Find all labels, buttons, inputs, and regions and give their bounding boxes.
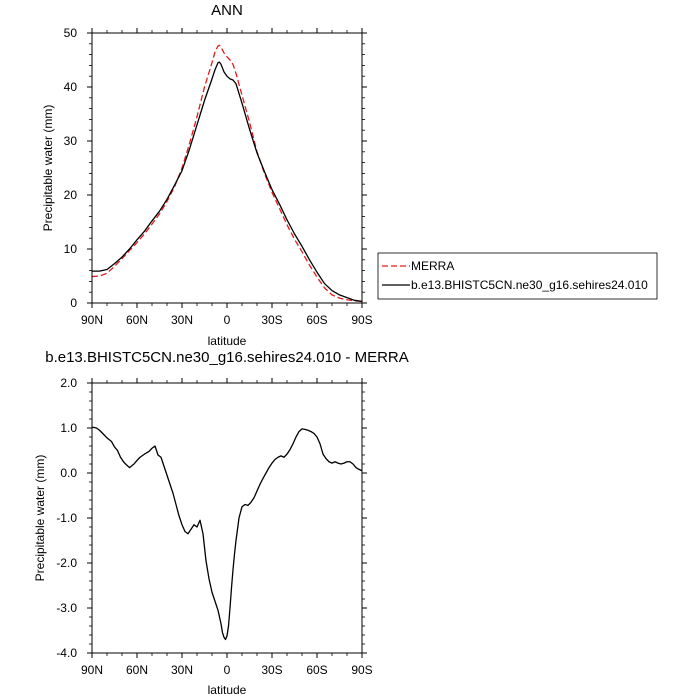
top-y-axis-label: Precipitable water (mm) <box>41 105 55 232</box>
bottom-x-tick-label: 30N <box>171 663 193 677</box>
bottom-y-tick-label: -1.0 <box>56 511 77 525</box>
top-y-ticks: 0 10 20 30 40 50 <box>64 26 367 310</box>
bottom-panel: b.e13.BHISTC5CN.ne30_g16.sehires24.010 -… <box>33 349 409 697</box>
top-y-tick-label: 40 <box>64 80 78 94</box>
bottom-plot-frame <box>91 382 363 654</box>
top-x-tick-label: 30N <box>171 313 193 327</box>
bottom-y-tick-label: -4.0 <box>56 646 77 660</box>
top-y-tick-label: 20 <box>64 188 78 202</box>
top-x-ticks: 90N 60N 30N 0 30S 60S 90S <box>81 28 373 327</box>
top-series-line-0 <box>91 44 363 303</box>
bottom-y-tick-label: -3.0 <box>56 601 77 615</box>
bottom-y-tick-label: 1.0 <box>60 421 77 435</box>
bottom-x-ticks: 90N 60N 30N 0 30S 60S 90S <box>81 378 373 677</box>
top-x-tick-label: 90N <box>81 313 103 327</box>
top-x-tick-label: 90S <box>351 313 372 327</box>
top-x-tick-label: 60N <box>126 313 148 327</box>
top-y-tick-label: 30 <box>64 134 78 148</box>
bottom-y-tick-label: 2.0 <box>60 376 77 390</box>
top-x-tick-label: 0 <box>224 313 231 327</box>
top-series-line-1 <box>92 61 363 303</box>
bottom-y-axis-label: Precipitable water (mm) <box>33 455 47 582</box>
top-plot-lines <box>91 44 363 303</box>
legend-label-merra: MERRA <box>411 259 454 273</box>
top-y-tick-label: 50 <box>64 26 78 40</box>
bottom-x-tick-label: 0 <box>224 663 231 677</box>
top-y-tick-label: 0 <box>70 296 77 310</box>
bottom-x-tick-label: 90S <box>351 663 372 677</box>
bottom-x-tick-label: 90N <box>81 663 103 677</box>
top-x-tick-label: 30S <box>261 313 282 327</box>
top-panel: ANN 90N 60N 30N 0 30S 60S 90S 0 10 20 30 40 50 lati… <box>41 2 658 348</box>
legend: MERRA b.e13.BHISTC5CN.ne30_g16.sehires24… <box>377 252 658 300</box>
bottom-x-tick-label: 30S <box>261 663 282 677</box>
bottom-y-tick-label: 0.0 <box>60 466 77 480</box>
bottom-x-tick-label: 60N <box>126 663 148 677</box>
top-chart-title: ANN <box>211 2 243 19</box>
top-x-tick-label: 60S <box>306 313 327 327</box>
legend-box <box>377 252 658 300</box>
bottom-series-line-0 <box>91 426 363 641</box>
top-y-tick-label: 10 <box>64 242 78 256</box>
bottom-x-tick-label: 60S <box>306 663 327 677</box>
bottom-chart-title: b.e13.BHISTC5CN.ne30_g16.sehires24.010 -… <box>45 349 409 366</box>
bottom-plot-lines <box>91 426 363 641</box>
top-plot-frame <box>91 32 363 304</box>
legend-label-model: b.e13.BHISTC5CN.ne30_g16.sehires24.010 <box>411 278 648 292</box>
bottom-y-tick-label: -2.0 <box>56 556 77 570</box>
top-x-axis-label: latitude <box>208 334 247 348</box>
bottom-x-axis-label: latitude <box>208 683 247 697</box>
bottom-y-ticks: -4.0 -3.0 -2.0 -1.0 0.0 1.0 2.0 <box>56 376 367 660</box>
